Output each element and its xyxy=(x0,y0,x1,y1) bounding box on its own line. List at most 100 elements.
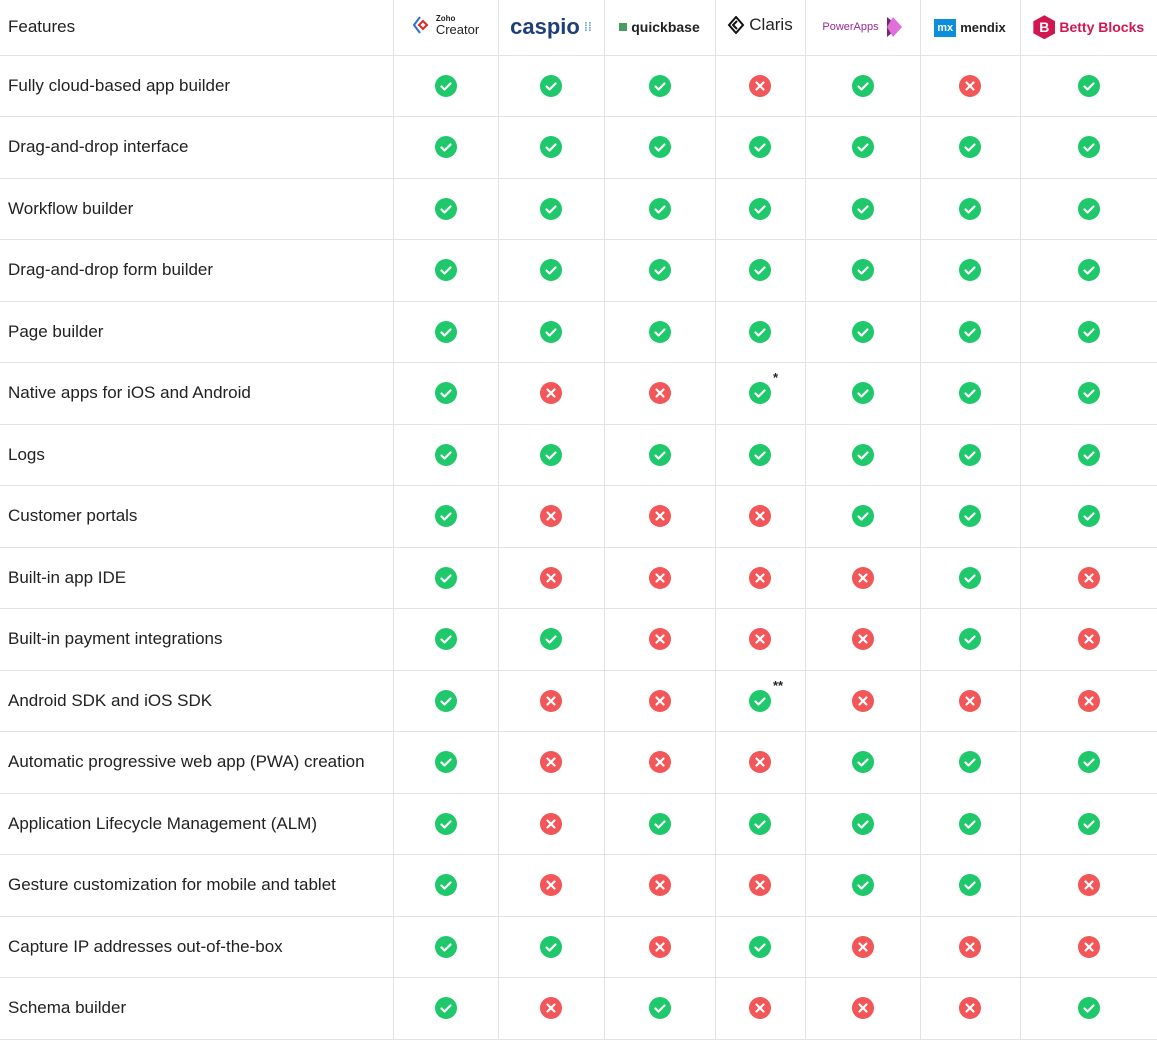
cell-mendix xyxy=(919,424,1020,486)
vendor-mendix: mx mendix xyxy=(919,0,1020,56)
check-icon xyxy=(648,443,671,466)
cell-betty xyxy=(1019,731,1157,794)
check-icon xyxy=(540,443,562,466)
check-icon xyxy=(851,320,874,343)
check-icon xyxy=(434,997,457,1020)
feature-name: Native apps for iOS and Android xyxy=(0,362,393,425)
cell-quickbase xyxy=(603,608,715,671)
cell-mendix xyxy=(919,301,1020,363)
cell-betty xyxy=(1019,977,1157,1040)
cell-betty xyxy=(1019,239,1157,302)
check-icon xyxy=(434,628,457,651)
check-icon xyxy=(851,443,874,466)
cell-betty xyxy=(1019,301,1157,363)
feature-name: Drag-and-drop interface xyxy=(0,116,393,179)
check-icon xyxy=(1077,320,1100,343)
table-row: Drag-and-drop interface xyxy=(0,116,1157,179)
cell-quickbase xyxy=(603,731,715,794)
cell-quickbase xyxy=(603,547,715,609)
check-icon xyxy=(648,136,671,159)
cell-mendix xyxy=(919,977,1020,1040)
table-row: Built-in payment integrations xyxy=(0,608,1157,671)
cell-caspio xyxy=(497,116,604,179)
cell-quickbase xyxy=(603,116,715,179)
footnote-marker: ** xyxy=(773,677,784,693)
cell-powerapps xyxy=(804,670,920,732)
cell-betty xyxy=(1019,116,1157,179)
cell-powerapps xyxy=(804,116,920,179)
cross-icon xyxy=(1077,874,1100,897)
table-row: Capture IP addresses out-of-the-box xyxy=(0,916,1157,978)
table-row: Schema builder xyxy=(0,977,1157,1040)
cell-betty xyxy=(1019,485,1157,548)
check-icon xyxy=(540,935,562,958)
check-icon xyxy=(1077,812,1100,835)
cell-quickbase xyxy=(603,362,715,425)
cross-icon xyxy=(749,751,771,774)
feature-name: Android SDK and iOS SDK xyxy=(0,670,393,732)
check-icon xyxy=(749,382,771,405)
cell-caspio xyxy=(497,362,604,425)
betty-blocks-logo-icon: B xyxy=(1033,15,1056,40)
check-icon xyxy=(540,628,562,651)
cell-quickbase xyxy=(603,916,715,978)
cross-icon xyxy=(749,997,771,1020)
cross-icon xyxy=(540,812,562,835)
cell-claris xyxy=(714,178,805,240)
cell-zoho xyxy=(392,916,498,978)
cell-quickbase xyxy=(603,239,715,302)
check-icon xyxy=(648,197,671,220)
cross-icon xyxy=(959,689,981,712)
check-icon xyxy=(959,566,981,589)
cross-icon xyxy=(540,505,562,528)
check-icon xyxy=(434,443,457,466)
cell-zoho xyxy=(392,793,498,855)
check-icon xyxy=(1077,751,1100,774)
cell-quickbase xyxy=(603,977,715,1040)
cell-caspio xyxy=(497,547,604,609)
feature-name: Automatic progressive web app (PWA) crea… xyxy=(0,731,393,794)
check-icon xyxy=(1077,443,1100,466)
feature-name: Capture IP addresses out-of-the-box xyxy=(0,916,393,978)
feature-name: Schema builder xyxy=(0,977,393,1040)
cell-mendix xyxy=(919,854,1020,917)
check-icon xyxy=(1077,74,1100,97)
cell-betty xyxy=(1019,916,1157,978)
check-icon xyxy=(851,136,874,159)
cell-quickbase xyxy=(603,485,715,548)
check-icon xyxy=(434,935,457,958)
cell-mendix xyxy=(919,670,1020,732)
feature-name: Fully cloud-based app builder xyxy=(0,55,393,117)
check-icon xyxy=(434,689,457,712)
check-icon xyxy=(1077,136,1100,159)
cell-mendix xyxy=(919,916,1020,978)
check-icon xyxy=(648,259,671,282)
cell-betty xyxy=(1019,547,1157,609)
cross-icon xyxy=(851,935,874,958)
cross-icon xyxy=(648,874,671,897)
cross-icon xyxy=(1077,566,1100,589)
check-icon xyxy=(434,874,457,897)
check-icon xyxy=(749,197,771,220)
feature-name: Logs xyxy=(0,424,393,486)
table-row: Gesture customization for mobile and tab… xyxy=(0,854,1157,917)
cell-quickbase xyxy=(603,178,715,240)
table-row: Drag-and-drop form builder xyxy=(0,239,1157,302)
check-icon xyxy=(648,74,671,97)
cell-quickbase xyxy=(603,670,715,732)
cell-powerapps xyxy=(804,301,920,363)
cell-mendix xyxy=(919,793,1020,855)
cell-powerapps xyxy=(804,608,920,671)
cross-icon xyxy=(540,874,562,897)
cell-powerapps xyxy=(804,793,920,855)
cross-icon xyxy=(540,997,562,1020)
check-icon xyxy=(540,136,562,159)
cell-betty xyxy=(1019,608,1157,671)
features-header: Features xyxy=(0,0,393,56)
cell-claris: * xyxy=(714,362,805,425)
cross-icon xyxy=(959,74,981,97)
check-icon xyxy=(959,874,981,897)
cell-betty xyxy=(1019,854,1157,917)
cell-caspio xyxy=(497,485,604,548)
